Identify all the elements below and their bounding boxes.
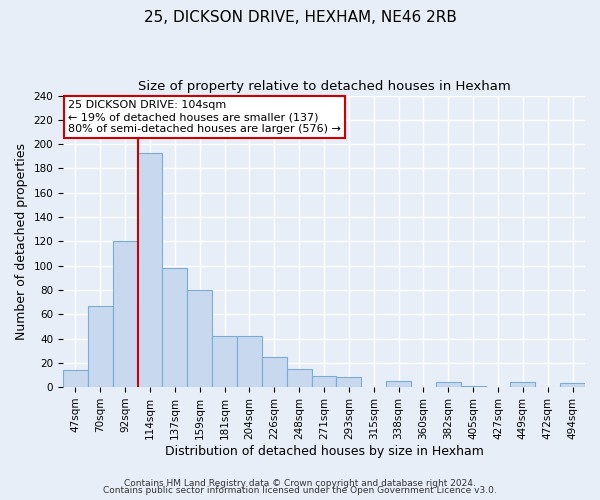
Bar: [337, 378, 361, 387]
Bar: [163, 268, 187, 387]
Bar: [311, 376, 337, 387]
Bar: [262, 356, 287, 387]
Bar: [560, 384, 585, 387]
Text: 25, DICKSON DRIVE, HEXHAM, NE46 2RB: 25, DICKSON DRIVE, HEXHAM, NE46 2RB: [143, 10, 457, 25]
Bar: [287, 369, 311, 387]
Bar: [88, 306, 113, 387]
Text: 25 DICKSON DRIVE: 104sqm
← 19% of detached houses are smaller (137)
80% of semi-: 25 DICKSON DRIVE: 104sqm ← 19% of detach…: [68, 100, 341, 134]
Y-axis label: Number of detached properties: Number of detached properties: [15, 143, 28, 340]
Bar: [436, 382, 461, 387]
Bar: [511, 382, 535, 387]
Bar: [137, 152, 163, 387]
Text: Contains public sector information licensed under the Open Government Licence v3: Contains public sector information licen…: [103, 486, 497, 495]
Title: Size of property relative to detached houses in Hexham: Size of property relative to detached ho…: [137, 80, 511, 93]
Text: Contains HM Land Registry data © Crown copyright and database right 2024.: Contains HM Land Registry data © Crown c…: [124, 478, 476, 488]
Bar: [113, 242, 137, 387]
Bar: [63, 370, 88, 387]
X-axis label: Distribution of detached houses by size in Hexham: Distribution of detached houses by size …: [164, 444, 484, 458]
Bar: [237, 336, 262, 387]
Bar: [187, 290, 212, 387]
Bar: [212, 336, 237, 387]
Bar: [386, 381, 411, 387]
Bar: [461, 386, 485, 387]
